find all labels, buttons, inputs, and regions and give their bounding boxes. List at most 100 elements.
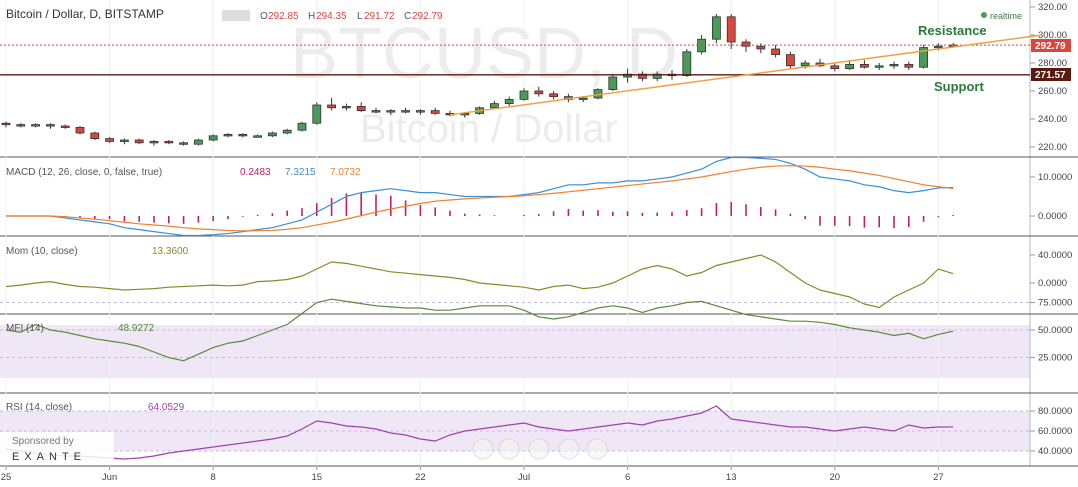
candle-body <box>904 64 914 68</box>
ohlc-l: 291.72 <box>364 11 395 22</box>
x-tick-label: 25 <box>1 472 12 483</box>
chart-nav-controls <box>472 438 608 460</box>
rsi-label: RSI (14, close) <box>6 402 72 413</box>
rsi-tick-label: 60.0000 <box>1038 426 1072 437</box>
macd-v3: 7.0732 <box>330 167 361 178</box>
watermark-ticker: BTCUSD, D <box>290 14 678 94</box>
realtime-dot-icon <box>981 12 987 18</box>
rsi-tick-label: 80.0000 <box>1038 406 1072 417</box>
candle-body <box>712 16 721 40</box>
x-tick-label: 13 <box>726 472 737 483</box>
candle-body <box>31 124 41 127</box>
price-tick-label: 240.00 <box>1038 114 1067 125</box>
ohlc-h: 294.35 <box>316 11 347 22</box>
candle-body <box>1 122 11 126</box>
candle-body <box>726 16 736 43</box>
mfi-tick-label: 50.0000 <box>1038 325 1072 336</box>
candle-body <box>120 139 129 142</box>
mfi-tick-label: 75.0000 <box>1038 298 1072 309</box>
sponsor-box[interactable] <box>0 432 114 464</box>
candle-body <box>46 124 55 127</box>
candle-body <box>386 110 396 113</box>
candle-body <box>193 139 203 145</box>
candle-body <box>919 47 928 68</box>
candle-body <box>341 106 351 109</box>
candle-body <box>164 140 174 144</box>
candle-body <box>356 106 366 112</box>
rsi-v1: 64.0529 <box>148 402 185 413</box>
candle-body <box>327 104 337 109</box>
ohlc-c-label: C <box>404 11 411 22</box>
scroll-left-button[interactable] <box>472 438 494 460</box>
candle-body <box>134 139 144 144</box>
price-tick-label: 320.00 <box>1038 2 1067 13</box>
mfi-tick-label: 25.0000 <box>1038 353 1072 364</box>
candle-body <box>800 62 810 67</box>
candle-body <box>786 54 795 67</box>
current-price-badge <box>1031 39 1071 52</box>
candle-body <box>371 110 381 113</box>
scroll-right-button[interactable] <box>586 438 608 460</box>
momentum-line <box>5 254 954 309</box>
x-tick-label: Jun <box>102 472 117 483</box>
candle-body <box>549 93 558 98</box>
ohlc-o: 292.85 <box>268 11 299 22</box>
x-tick-label: 22 <box>415 472 426 483</box>
rsi-tick-label: 40.0000 <box>1038 446 1072 457</box>
sponsor-brand: EXANTE <box>12 451 86 463</box>
candle-body <box>519 90 529 100</box>
macd-tick-label: 10.0000 <box>1038 172 1072 183</box>
x-tick-label: 6 <box>625 472 630 483</box>
reset-button[interactable] <box>528 438 550 460</box>
candle-body <box>608 76 618 90</box>
mfi-v1: 48.9272 <box>118 323 155 334</box>
sponsor-label: Sponsored by <box>12 436 74 447</box>
mfi-label: MFI (14) <box>6 323 44 334</box>
candle-body <box>179 142 189 145</box>
x-tick-label: 8 <box>211 472 216 483</box>
header-settings-button[interactable] <box>222 10 250 21</box>
ohlc-h-label: H <box>308 11 315 22</box>
candle-body <box>845 64 854 70</box>
candle-body <box>60 125 70 128</box>
candle-body <box>415 110 425 113</box>
candle-body <box>889 64 899 67</box>
candle-body <box>682 51 692 76</box>
macd-v2: 7.3215 <box>285 167 316 178</box>
zoom-in-button[interactable] <box>558 438 580 460</box>
trend-line <box>449 34 1043 116</box>
candle-body <box>267 132 277 137</box>
candle-body <box>105 138 114 142</box>
macd-v1: 0.2483 <box>240 167 271 178</box>
candle-body <box>253 135 263 138</box>
support-label: Support <box>934 79 984 94</box>
mom-tick-label: 0.0000 <box>1038 278 1067 289</box>
candle-body <box>860 64 869 68</box>
price-tick-label: 280.00 <box>1038 58 1067 69</box>
candle-body <box>430 110 440 114</box>
candle-body <box>223 133 233 137</box>
support-price-badge <box>1031 68 1071 81</box>
candle-body <box>534 90 544 95</box>
x-tick-label: 20 <box>830 472 841 483</box>
candle-body <box>149 140 159 144</box>
mom-tick-label: 40.0000 <box>1038 250 1072 261</box>
mom-label: Mom (10, close) <box>6 246 78 257</box>
candle-body <box>282 129 292 134</box>
candle-body <box>90 132 100 139</box>
candle-body <box>16 124 26 127</box>
price-tick-label: 220.00 <box>1038 142 1067 153</box>
macd-signal-line <box>6 165 954 232</box>
zoom-out-button[interactable] <box>498 438 520 460</box>
candle-body <box>75 127 85 134</box>
candle-body <box>771 48 780 55</box>
watermark-name: Bitcoin / Dollar <box>360 107 618 151</box>
mfi-line <box>5 298 954 362</box>
price-tick-label: 300.00 <box>1038 30 1067 41</box>
candle-body <box>297 122 307 131</box>
ohlc-c: 292.79 <box>412 11 443 22</box>
macd-tick-label: 0.0000 <box>1038 211 1067 222</box>
ohlc-o-label: O <box>260 11 268 22</box>
candle-body <box>489 103 499 109</box>
